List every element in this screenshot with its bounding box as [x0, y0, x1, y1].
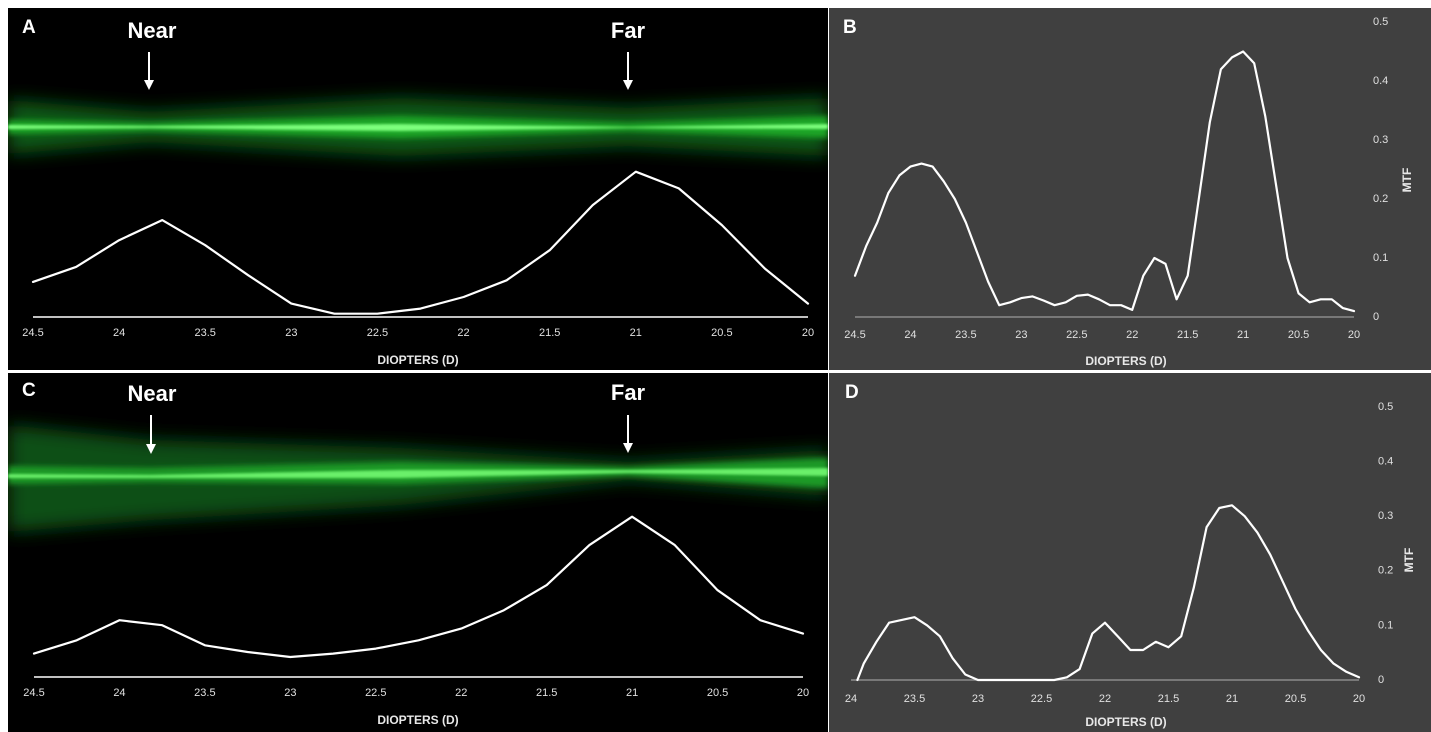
x-tick-label: 23.5	[955, 329, 976, 341]
panel-letter: C	[22, 380, 36, 401]
x-tick-label: 20.5	[711, 327, 732, 339]
y-tick-label: 0.4	[1373, 75, 1388, 87]
panel-a-bg	[8, 8, 828, 370]
x-tick-label: 20	[797, 687, 809, 699]
data-line	[856, 504, 1361, 682]
x-axis-label: DIOPTERS (D)	[377, 353, 458, 367]
x-tick-label: 21	[1226, 693, 1238, 705]
panel-b-bg	[829, 8, 1431, 370]
x-tick-label: 20	[1353, 693, 1365, 705]
y-tick-label: 0.3	[1378, 510, 1393, 522]
x-tick-label: 22.5	[365, 687, 386, 699]
y-tick-label: 0.2	[1373, 193, 1388, 205]
data-line	[31, 170, 810, 315]
y-tick-label: 0.2	[1378, 565, 1393, 577]
y-tick-label: 0.1	[1373, 252, 1388, 264]
x-tick-label: 20.5	[707, 687, 728, 699]
x-tick-label: 21.5	[536, 687, 557, 699]
x-tick-label: 21.5	[539, 327, 560, 339]
x-tick-label: 24.5	[23, 687, 44, 699]
annotation: Near	[128, 18, 177, 43]
x-tick-label: 23	[284, 687, 296, 699]
y-axis-label: MTF	[1402, 548, 1416, 573]
x-tick-label: 23.5	[194, 687, 215, 699]
x-tick-label: 22.5	[1066, 329, 1087, 341]
beam-a	[8, 98, 828, 156]
x-tick-label: 20.5	[1288, 329, 1309, 341]
x-axis-label: DIOPTERS (D)	[377, 713, 458, 727]
x-tick-label: 21	[626, 687, 638, 699]
x-tick-label: 21	[630, 327, 642, 339]
data-line	[853, 50, 1356, 313]
x-tick-label: 22	[1126, 329, 1138, 341]
x-tick-label: 21	[1237, 329, 1249, 341]
annotation: Far	[611, 18, 646, 43]
panel-c-bg	[8, 373, 828, 732]
x-tick-label: 24	[904, 329, 916, 341]
x-tick-label: 21.5	[1158, 693, 1179, 705]
x-tick-label: 21.5	[1177, 329, 1198, 341]
x-tick-label: 24	[113, 687, 125, 699]
x-tick-label: 20	[1348, 329, 1360, 341]
x-tick-label: 24.5	[22, 327, 43, 339]
x-tick-label: 24	[845, 693, 857, 705]
x-tick-label: 22	[455, 687, 467, 699]
annotation: Far	[611, 380, 646, 405]
panel-letter: A	[22, 17, 36, 38]
x-tick-label: 20.5	[1285, 693, 1306, 705]
panel-letter: D	[845, 382, 859, 403]
x-tick-label: 23	[972, 693, 984, 705]
y-tick-label: 0.1	[1378, 619, 1393, 631]
y-tick-label: 0	[1378, 674, 1384, 686]
arrows	[144, 52, 633, 454]
x-tick-label: 20	[802, 327, 814, 339]
x-tick-label: 22	[457, 327, 469, 339]
x-tick-label: 23	[1015, 329, 1027, 341]
y-tick-label: 0.5	[1373, 16, 1388, 28]
y-tick-label: 0.5	[1378, 401, 1393, 413]
data-line	[32, 515, 805, 659]
x-axis-label: DIOPTERS (D)	[1085, 354, 1166, 368]
panel-letter: B	[843, 17, 857, 38]
x-axis-label: DIOPTERS (D)	[1085, 715, 1166, 729]
x-tick-label: 24	[113, 327, 125, 339]
y-tick-label: 0.4	[1378, 456, 1393, 468]
beam-c	[8, 425, 828, 532]
x-tick-label: 22	[1099, 693, 1111, 705]
x-tick-label: 22.5	[1031, 693, 1052, 705]
x-tick-label: 24.5	[844, 329, 865, 341]
x-tick-label: 23	[285, 327, 297, 339]
annotation: Near	[128, 381, 177, 406]
y-tick-label: 0	[1373, 311, 1379, 323]
x-tick-label: 23.5	[195, 327, 216, 339]
x-tick-label: 23.5	[904, 693, 925, 705]
panel-d-bg	[829, 373, 1431, 732]
x-tick-label: 22.5	[367, 327, 388, 339]
y-axis-label: MTF	[1400, 168, 1414, 193]
y-tick-label: 0.3	[1373, 134, 1388, 146]
